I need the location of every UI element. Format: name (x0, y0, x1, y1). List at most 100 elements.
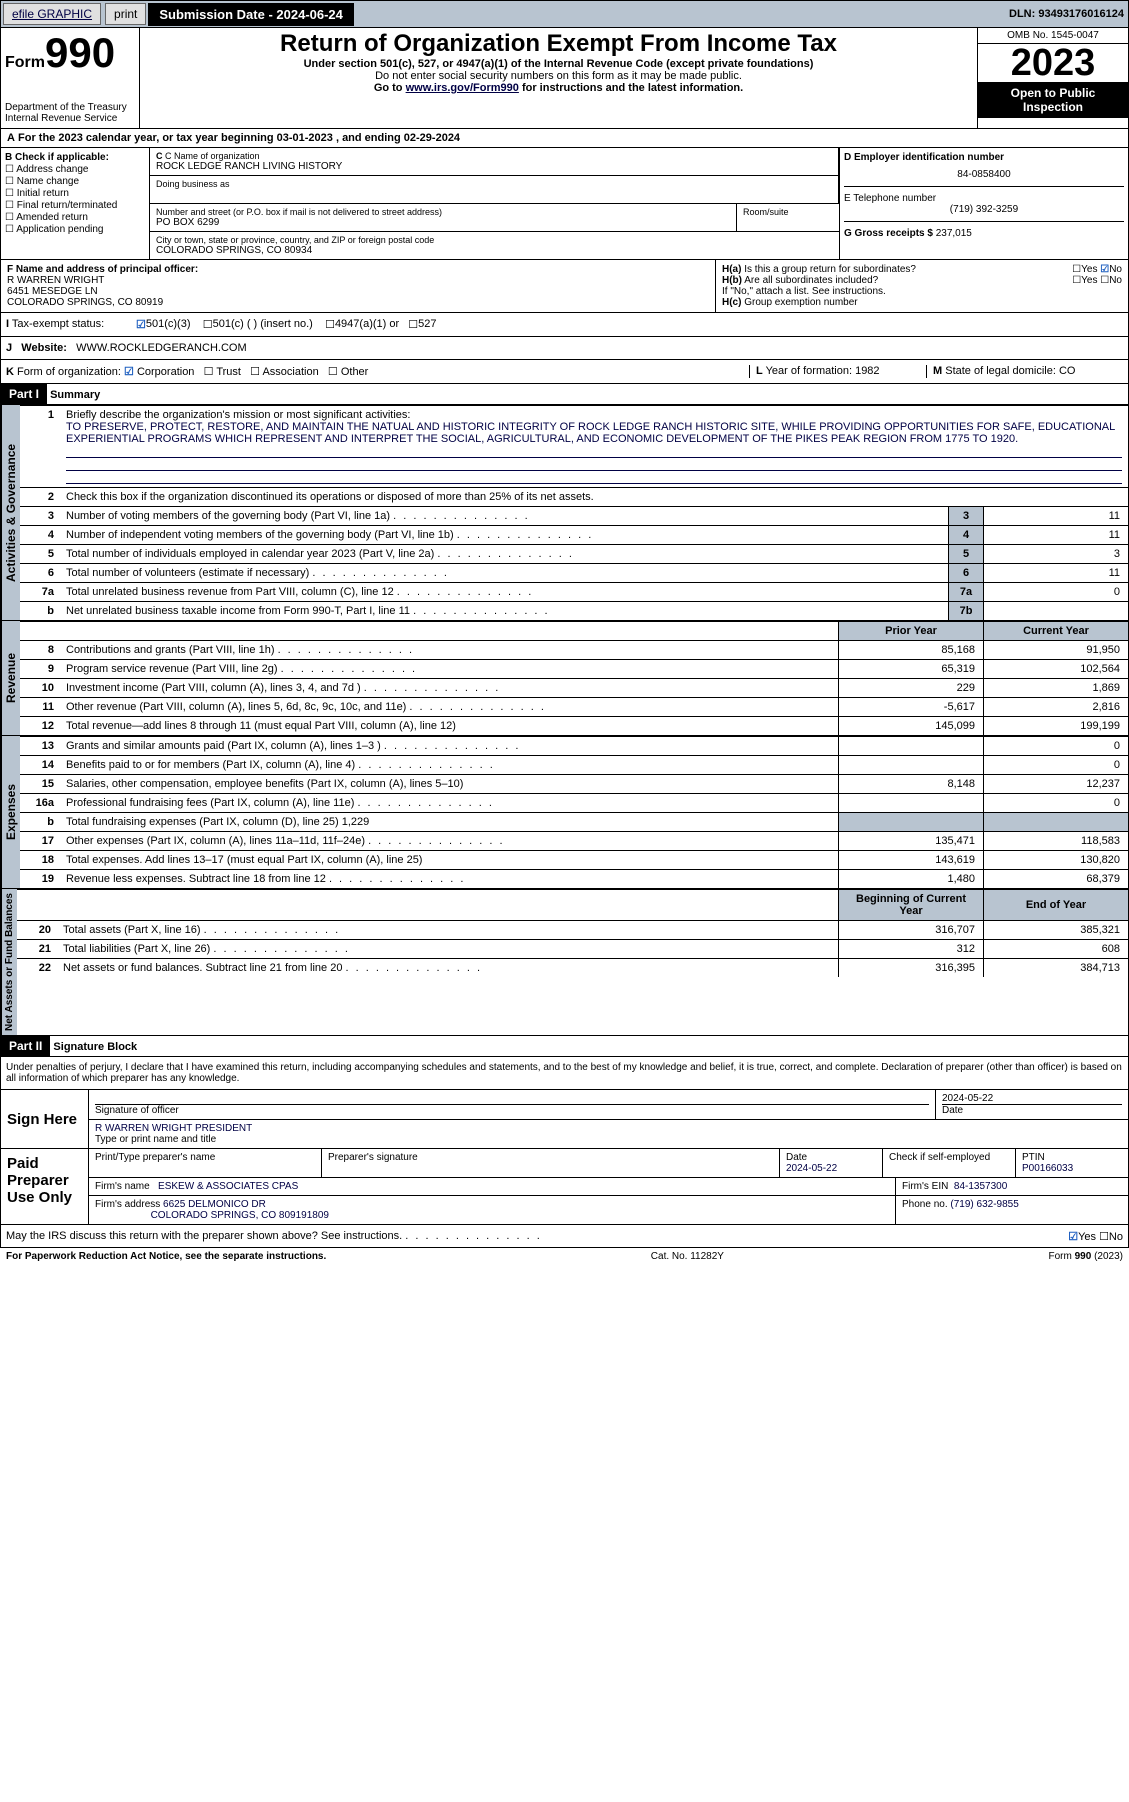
efile-link[interactable]: efile GRAPHIC (3, 3, 101, 25)
cb-initial[interactable]: ☐ Initial return (5, 188, 145, 199)
exp-label: Expenses (1, 736, 20, 888)
cb-amended[interactable]: ☐ Amended return (5, 212, 145, 223)
gov-row-4: 4Number of independent voting members of… (20, 526, 1128, 545)
part1-header: Part I (1, 384, 47, 404)
gov-row-5: 5Total number of individuals employed in… (20, 545, 1128, 564)
cb-address-change[interactable]: ☐ Address change (5, 164, 145, 175)
form-header: Form990 Department of the Treasury Inter… (0, 28, 1129, 129)
cb-name-change[interactable]: ☐ Name change (5, 176, 145, 187)
sign-here: Sign Here (1, 1090, 89, 1148)
hb-answer[interactable]: ☐Yes ☐No (1072, 275, 1122, 286)
net-label: Net Assets or Fund Balances (1, 889, 17, 1035)
line-j: J Website: WWW.ROCKLEDGERANCH.COM (0, 337, 1129, 360)
dept-treasury: Department of the Treasury (5, 102, 135, 113)
gov-label: Activities & Governance (1, 405, 20, 620)
form-foot: Form 990 (2023) (1049, 1251, 1123, 1262)
exp-row-17: 17Other expenses (Part IX, column (A), l… (20, 832, 1128, 851)
line-i: I Tax-exempt status: ☑ 501(c)(3) ☐ 501(c… (0, 313, 1129, 337)
addr-label: Number and street (or P.O. box if mail i… (156, 207, 730, 217)
signature-block: Sign Here Signature of officer 2024-05-2… (0, 1090, 1129, 1225)
cb-corp[interactable]: ☑ (124, 366, 134, 378)
firm-addr: 6625 DELMONICO DR (163, 1199, 266, 1210)
firm-name: ESKEW & ASSOCIATES CPAS (158, 1181, 298, 1192)
cat-no: Cat. No. 11282Y (651, 1251, 724, 1262)
hd-curr: Current Year (984, 622, 1129, 641)
line2: Check this box if the organization disco… (60, 488, 1128, 507)
print-button[interactable]: print (105, 3, 146, 25)
header-block: B Check if applicable: ☐ Address change … (0, 148, 1129, 260)
netassets-section: Net Assets or Fund Balances Beginning of… (0, 889, 1129, 1036)
city-state-zip: COLORADO SPRINGS, CO 80934 (156, 245, 312, 256)
officer-name: R WARREN WRIGHT (7, 275, 104, 286)
hd-end: End of Year (984, 890, 1129, 921)
irs-link[interactable]: www.irs.gov/Form990 (406, 82, 519, 94)
b-header: B Check if applicable: (5, 152, 109, 163)
exp-row-13: 13Grants and similar amounts paid (Part … (20, 737, 1128, 756)
form-title: Return of Organization Exempt From Incom… (142, 30, 975, 58)
officer-addr2: COLORADO SPRINGS, CO 80919 (7, 297, 163, 308)
discuss-answer[interactable]: ☑Yes ☐No (1068, 1230, 1123, 1243)
sign-date: 2024-05-22 (942, 1093, 1122, 1105)
firm-phone: (719) 632-9855 (950, 1199, 1018, 1210)
open-public: Open to Public Inspection (978, 82, 1128, 118)
exp-row-16a: 16aProfessional fundraising fees (Part I… (20, 794, 1128, 813)
exp-row-16b: bTotal fundraising expenses (Part IX, co… (20, 813, 1128, 832)
exp-row-18: 18Total expenses. Add lines 13–17 (must … (20, 851, 1128, 870)
gov-row-3: 3Number of voting members of the governi… (20, 507, 1128, 526)
submission-date: Submission Date - 2024-06-24 (148, 3, 354, 26)
irs-label: Internal Revenue Service (5, 113, 135, 124)
room-label: Room/suite (743, 207, 833, 217)
expenses-section: Expenses 13Grants and similar amounts pa… (0, 736, 1129, 889)
subtitle-1: Under section 501(c), 527, or 4947(a)(1)… (142, 58, 975, 70)
cb-pending[interactable]: ☐ Application pending (5, 224, 145, 235)
exp-row-15: 15Salaries, other compensation, employee… (20, 775, 1128, 794)
net-row-21: 21Total liabilities (Part X, line 26) 31… (17, 940, 1128, 959)
ein-label: D Employer identification number (844, 152, 1004, 163)
website: WWW.ROCKLEDGERANCH.COM (76, 342, 247, 354)
part2-title: Signature Block (53, 1041, 137, 1053)
form-word: Form (5, 54, 45, 71)
dln: DLN: 93493176016124 (1009, 8, 1128, 20)
subtitle-2: Do not enter social security numbers on … (142, 70, 975, 82)
net-row-22: 22Net assets or fund balances. Subtract … (17, 959, 1128, 978)
rev-row-9: 9Program service revenue (Part VIII, lin… (20, 660, 1128, 679)
top-bar: efile GRAPHIC print Submission Date - 20… (0, 0, 1129, 28)
ha-answer[interactable]: ☐Yes ☑No (1072, 264, 1122, 275)
firm-ein: 84-1357300 (954, 1181, 1007, 1192)
discuss-line: May the IRS discuss this return with the… (0, 1225, 1129, 1248)
phone: (719) 392-3259 (844, 204, 1124, 215)
hc-text: Group exemption number (744, 297, 857, 308)
ein: 84-0858400 (844, 169, 1124, 180)
cb-final[interactable]: ☐ Final return/terminated (5, 200, 145, 211)
tax-year: 2023 (978, 44, 1128, 82)
dba-label: Doing business as (156, 179, 832, 189)
officer-sig-name: R WARREN WRIGHT PRESIDENT (95, 1123, 1122, 1134)
paid-preparer: Paid Preparer Use Only (1, 1149, 89, 1224)
mission: TO PRESERVE, PROTECT, RESTORE, AND MAINT… (66, 421, 1115, 445)
hb-note: If "No," attach a list. See instructions… (722, 286, 886, 297)
line-klm: K Form of organization: ☑ Corporation ☐ … (0, 360, 1129, 384)
year-formation: Year of formation: 1982 (766, 365, 880, 377)
goto-suffix: for instructions and the latest informat… (519, 82, 743, 94)
exp-row-19: 19Revenue less expenses. Subtract line 1… (20, 870, 1128, 889)
city-label: City or town, state or province, country… (156, 235, 833, 245)
rev-row-10: 10Investment income (Part VIII, column (… (20, 679, 1128, 698)
cb-501c3[interactable]: ☑ (136, 318, 146, 331)
line-a: A For the 2023 calendar year, or tax yea… (0, 129, 1129, 148)
form-number: 990 (45, 29, 115, 76)
rev-row-11: 11Other revenue (Part VIII, column (A), … (20, 698, 1128, 717)
gross-label: G Gross receipts $ (844, 228, 933, 239)
perjury: Under penalties of perjury, I declare th… (0, 1057, 1129, 1090)
rev-row-12: 12Total revenue—add lines 8 through 11 (… (20, 717, 1128, 736)
gross-receipts: 237,015 (936, 228, 972, 239)
rev-label: Revenue (1, 621, 20, 735)
officer-block: F Name and address of principal officer:… (0, 260, 1129, 313)
hd-prior: Prior Year (839, 622, 984, 641)
ptin: P00166033 (1022, 1163, 1073, 1174)
rev-row-8: 8Contributions and grants (Part VIII, li… (20, 641, 1128, 660)
prep-date: 2024-05-22 (786, 1163, 837, 1174)
gov-row-6: 6Total number of volunteers (estimate if… (20, 564, 1128, 583)
part1-title: Summary (50, 389, 100, 401)
footer: For Paperwork Reduction Act Notice, see … (0, 1248, 1129, 1265)
org-name: ROCK LEDGE RANCH LIVING HISTORY (156, 161, 342, 172)
